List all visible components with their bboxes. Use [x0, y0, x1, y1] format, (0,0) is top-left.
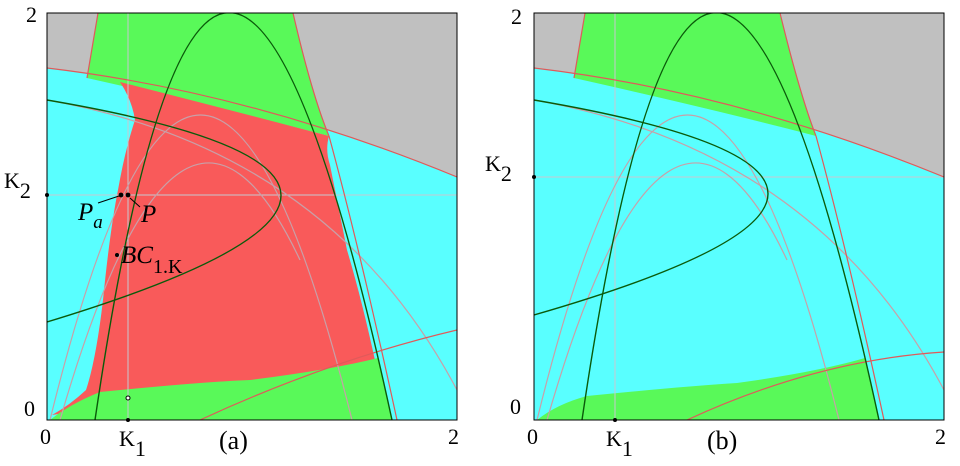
panel-b-plot	[532, 12, 945, 422]
panel-a-y-tick-k: K2	[4, 168, 31, 202]
panel-a-x-tick-k-base: K	[119, 426, 135, 451]
panel-a-point-pa-sub: a	[93, 212, 103, 233]
panel-b-top-green-region	[574, 13, 816, 136]
panel-b-x-tick-k-sub: 1	[621, 436, 633, 461]
panel-a-x-tick-k: K1	[119, 426, 146, 460]
panel-b-cyan-region	[534, 68, 944, 420]
panel-b-y-tick-k: K2	[485, 151, 512, 185]
panel-b-x-tick-2: 2	[935, 424, 946, 449]
panel-a-point-pa-base: P	[78, 199, 94, 226]
panel-a-point-bc-sub: 1.K	[152, 256, 183, 278]
panel-b-x-tick-k: K1	[606, 426, 633, 460]
panel-b-y-tick-k-base: K	[485, 151, 501, 176]
panel-a-caption: (a)	[219, 426, 248, 455]
panel-a-point-bc-label: BC1.K	[121, 242, 182, 277]
panel-a-y-tick-2: 2	[26, 2, 37, 27]
panel-a-frame	[46, 12, 458, 421]
panel-b-y-tick-0: 0	[510, 394, 521, 419]
panel-a-x-tick-2: 2	[448, 424, 459, 449]
panel-a-plot	[45, 12, 458, 422]
panel-a-x-tick-k-sub: 1	[134, 436, 146, 461]
panel-b-x-tick-k-base: K	[606, 426, 622, 451]
panel-a-point-bc-base: BC	[121, 242, 153, 269]
panel-a-y-tick-k-base: K	[4, 168, 20, 193]
panel-b-y-tick-k-sub: 2	[500, 161, 512, 186]
panel-a-bottom-green-region	[50, 358, 392, 420]
panel-a-x-tick-0: 0	[40, 424, 51, 449]
panel-a-y-tick-k-sub: 2	[19, 178, 31, 203]
panel-b-bottom-green-region	[537, 358, 879, 420]
panel-a-red-region	[52, 82, 376, 415]
panel-b-y-tick-2: 2	[511, 4, 522, 29]
panel-b-caption: (b)	[707, 426, 738, 455]
panel-a-top-green-region	[87, 13, 329, 136]
panel-a-y-tick-0: 0	[24, 396, 35, 421]
panel-b-x-tick-0: 0	[527, 424, 538, 449]
panel-b-frame	[533, 12, 945, 421]
panel-a-point-p-label: P	[141, 201, 157, 228]
panel-a-point-pa-label: Pa	[78, 199, 103, 232]
